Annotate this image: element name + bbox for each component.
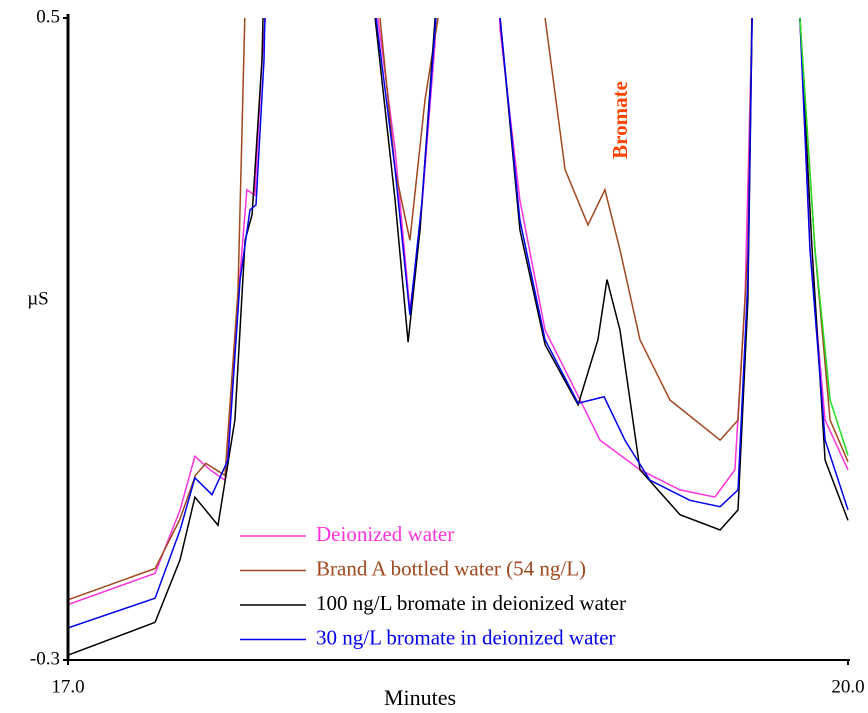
legend-label: Deionized water — [316, 522, 454, 546]
annotation: Bromate — [608, 81, 632, 159]
y-axis-label: µS — [27, 288, 49, 309]
legend-label: 30 ng/L bromate in deionized water — [316, 625, 616, 649]
series-line — [68, 18, 849, 601]
plot-lines — [68, 18, 849, 656]
legend-label: 100 ng/L bromate in deionized water — [316, 591, 626, 615]
x-axis-label: Minutes — [384, 685, 456, 710]
x-tick-label: 17.0 — [51, 676, 84, 697]
y-tick-label: 0.5 — [36, 6, 60, 27]
legend-label: Brand A bottled water (54 ng/L) — [316, 556, 586, 580]
series-line — [799, 18, 849, 456]
x-tick-label: 20.0 — [831, 676, 864, 697]
y-tick-label: -0.3 — [30, 648, 60, 669]
series-line — [68, 18, 849, 629]
